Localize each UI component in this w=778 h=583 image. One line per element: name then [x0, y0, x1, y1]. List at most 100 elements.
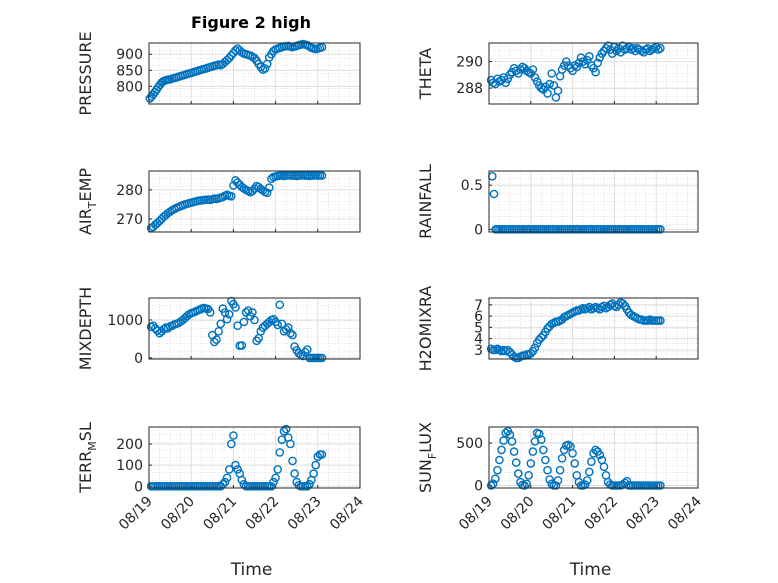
minor-grid [149, 298, 360, 359]
data-point [279, 426, 289, 436]
data-point [493, 465, 502, 475]
data-point [528, 447, 538, 456]
axes-box [148, 170, 361, 233]
series-points [146, 296, 327, 363]
series-points [486, 298, 665, 363]
data-point [250, 184, 259, 193]
ytick-label: 7 [474, 298, 483, 314]
ytick-label: 270 [116, 212, 143, 228]
figure-title: Figure 2 high [191, 13, 311, 32]
ytick-label: 0.5 [461, 178, 483, 194]
series-points [146, 424, 327, 491]
y-axis-label: H2OMIXRA [416, 286, 435, 372]
data-point [555, 465, 565, 475]
data-point [528, 65, 538, 74]
data-point [553, 476, 563, 485]
data-point [591, 445, 600, 455]
data-point [243, 306, 253, 315]
data-point [317, 450, 327, 459]
data-point [317, 42, 327, 52]
series-points [146, 170, 327, 233]
axes-box [148, 426, 361, 489]
y-axis-label: PRESSURE [76, 31, 95, 115]
data-point [273, 465, 283, 474]
major-grid [149, 171, 360, 232]
data-point [237, 475, 247, 485]
data-point [239, 317, 249, 327]
axes-box [488, 297, 699, 360]
data-point [509, 447, 519, 456]
data-point [547, 479, 557, 489]
data-point [585, 467, 594, 477]
data-point [585, 302, 594, 312]
data-point [497, 445, 506, 455]
data-point [582, 476, 592, 485]
data-point [593, 58, 603, 68]
data-point [267, 481, 276, 491]
ytick-label: 3 [474, 343, 483, 359]
ytick-label: 0 [474, 222, 483, 238]
data-point [252, 336, 261, 346]
data-point [545, 79, 554, 89]
data-point [216, 319, 225, 329]
data-point [591, 67, 600, 77]
data-point [205, 308, 215, 317]
subplot-air_temp: 270 280 AIRTEMP [76, 168, 361, 235]
data-point [489, 189, 499, 199]
data-point [148, 321, 158, 331]
data-point [524, 470, 534, 480]
data-point [250, 315, 259, 325]
data-point [568, 448, 577, 458]
data-point [495, 455, 504, 465]
data-point [499, 436, 508, 445]
data-point [526, 349, 536, 358]
data-point [286, 328, 295, 338]
data-point [505, 70, 515, 80]
data-point [537, 333, 546, 342]
x-axis-label: Time [569, 560, 612, 580]
data-point [597, 49, 607, 58]
ytick-label: 800 [116, 79, 143, 95]
subplot-rainfall: 0 0.5 RAINFALL [416, 164, 699, 239]
minor-grid [149, 171, 360, 232]
axes-box [488, 42, 699, 105]
data-point [522, 479, 531, 489]
data-point [574, 58, 584, 68]
data-point [163, 323, 173, 333]
data-point [260, 64, 270, 73]
data-point [601, 44, 611, 53]
ytick-label: 500 [456, 436, 483, 452]
ytick-label: 280 [116, 183, 143, 199]
ytick-label: 6 [474, 309, 483, 325]
data-point [273, 320, 283, 330]
data-point [570, 459, 580, 468]
data-point [543, 89, 552, 98]
data-point [264, 183, 274, 192]
data-point [277, 319, 287, 329]
data-point [618, 299, 628, 308]
data-point [549, 81, 559, 90]
data-point [656, 316, 665, 325]
ytick-label: 4 [474, 332, 483, 348]
data-point [302, 345, 312, 354]
data-point [595, 450, 605, 460]
data-point [509, 63, 519, 73]
series-points [486, 41, 665, 102]
ytick-label: 290 [456, 55, 483, 71]
data-point [551, 481, 561, 490]
data-point [545, 475, 554, 484]
data-point [250, 53, 259, 63]
data-point [262, 188, 272, 198]
data-point [309, 469, 318, 478]
data-point [557, 453, 567, 463]
data-point [233, 321, 242, 331]
minor-grid [489, 298, 698, 359]
axes-box [148, 297, 361, 360]
data-point [501, 428, 511, 438]
data-point [165, 207, 175, 216]
subplot-theta: 288 290 THETA [416, 41, 699, 105]
data-point [537, 83, 546, 93]
data-point [248, 186, 257, 196]
axes-box [488, 170, 699, 233]
data-point [539, 445, 548, 455]
